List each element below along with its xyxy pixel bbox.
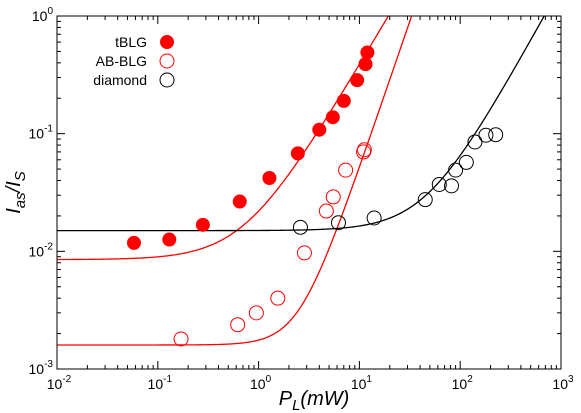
data-point-tblg-6 [312, 122, 327, 137]
data-point-ab-blg-3 [270, 290, 286, 306]
fit-curve-tblg [57, 16, 390, 261]
axes-layer [56, 15, 562, 370]
data-point-ab-blg-9 [356, 142, 372, 158]
data-point-diamond-7 [458, 154, 474, 170]
x-axis-label: PL(mW) [279, 388, 350, 413]
data-point-tblg-8 [336, 93, 351, 108]
data-point-diamond-10 [488, 127, 504, 143]
data-point-ab-blg-2 [248, 305, 264, 321]
legend-marker-diamond [159, 72, 175, 88]
data-point-ab-blg-5 [318, 203, 334, 219]
data-point-diamond-8 [467, 134, 483, 150]
data-point-diamond-5 [444, 178, 460, 194]
fit-curve-ab-blg [57, 16, 413, 346]
data-point-diamond-6 [448, 162, 464, 178]
y-tick-label: 100 [32, 6, 54, 24]
legend-marker-tblg [160, 35, 174, 49]
data-point-tblg-1 [162, 232, 177, 247]
data-point-tblg-9 [350, 73, 365, 88]
data-point-tblg-11 [360, 45, 375, 60]
y-tick-label: 10-1 [29, 124, 54, 142]
data-point-tblg-3 [232, 194, 247, 209]
data-point-diamond-2 [366, 210, 382, 226]
data-point-diamond-4 [431, 176, 447, 192]
x-tick-label: 10-1 [148, 374, 173, 392]
axis-labels-layer: PL(mW) Ias/IS [3, 171, 349, 413]
data-point-ab-blg-0 [173, 331, 189, 347]
x-tick-label: 101 [351, 374, 373, 392]
x-tick-label: 100 [250, 374, 272, 392]
data-point-diamond-1 [330, 215, 346, 231]
data-point-tblg-0 [126, 235, 141, 250]
fit-curves-layer [57, 16, 545, 346]
data-point-ab-blg-7 [338, 162, 354, 178]
data-point-ab-blg-6 [325, 189, 341, 205]
data-point-tblg-4 [262, 171, 277, 185]
x-tick-label: 10-2 [47, 374, 72, 392]
x-tick-label: 102 [452, 374, 474, 392]
data-point-tblg-5 [290, 146, 305, 161]
x-tick-label: 103 [552, 374, 574, 392]
legend-label-diamond: diamond [93, 72, 147, 88]
data-point-ab-blg-4 [296, 245, 312, 261]
y-tick-label: 10-3 [29, 359, 54, 377]
y-axis-label: Ias/IS [3, 171, 29, 214]
fit-curve-diamond [57, 16, 545, 232]
legend-label-tblg: tBLG [115, 34, 147, 50]
data-point-diamond-3 [417, 192, 433, 208]
data-point-tblg-10 [358, 57, 373, 72]
data-point-tblg-7 [325, 110, 340, 125]
data-point-diamond-0 [292, 219, 308, 235]
data-point-diamond-9 [478, 127, 494, 143]
legend-marker-ab-blg [159, 53, 175, 69]
legend-label-ab-blg: AB-BLG [96, 53, 147, 69]
data-point-tblg-2 [195, 217, 210, 232]
data-points-layer [126, 45, 504, 347]
plot-frame [56, 15, 562, 370]
data-point-ab-blg-1 [230, 317, 246, 333]
legend: tBLG AB-BLG diamond [93, 34, 175, 88]
y-tick-label: 10-2 [29, 241, 54, 259]
